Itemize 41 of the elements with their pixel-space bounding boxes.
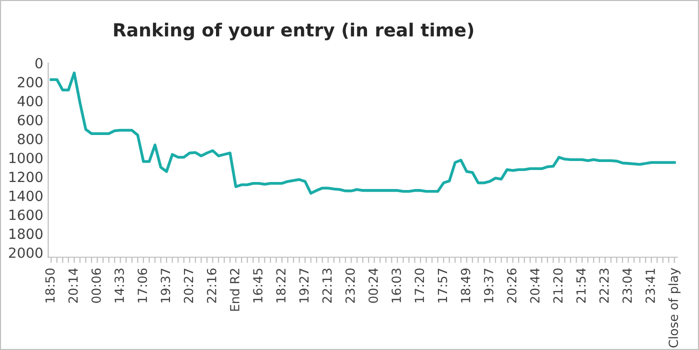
x-tick-label: 20:27 (184, 268, 194, 303)
x-tick-label: 19:27 (299, 268, 309, 302)
x-tick-label: End R2 (230, 268, 240, 311)
chart-title: Ranking of your entry (in real time) (114, 22, 474, 40)
line-series (50, 72, 676, 195)
x-tick-label: 18:49 (460, 268, 470, 302)
y-tick-label: 1600 (10, 210, 42, 220)
y-tick-label: 1200 (10, 172, 42, 182)
x-tick-label: 17:57 (438, 268, 448, 302)
x-tick-label: 19:37 (160, 268, 170, 302)
x-tick-label: 22:23 (599, 268, 609, 303)
x-tick-label: 14:33 (114, 268, 124, 302)
y-tick-label: 800 (18, 134, 42, 144)
y-tick-label: 1000 (10, 152, 42, 164)
y-tick-label: 600 (18, 114, 42, 126)
y-tick-label: 200 (18, 76, 42, 88)
y-tick-label: 400 (18, 96, 42, 106)
y-tick-label: 1800 (10, 228, 42, 240)
x-tick-label: 00:24 (368, 268, 378, 303)
x-tick-label: 23:41 (646, 268, 655, 303)
y-tick-label: 2000 (9, 247, 42, 258)
x-tick-label: 16:45 (253, 268, 263, 302)
x-tick-label: 17:20 (414, 268, 424, 302)
x-tick-label: 17:06 (138, 268, 148, 302)
y-tick-label: 1400 (10, 190, 42, 202)
x-tick-label: 18:22 (276, 268, 286, 302)
y-tick-label: 0 (35, 58, 42, 68)
x-tick-label: 20:44 (530, 268, 540, 303)
x-tick-label: Close of play (668, 268, 680, 348)
x-tick-label: 18:50 (45, 268, 55, 302)
x-tick-label: 23:20 (345, 268, 355, 303)
x-tick-label: 22:13 (322, 268, 332, 303)
x-tick-label: 21:54 (576, 268, 586, 303)
x-tick-label: 00:06 (91, 268, 101, 303)
x-tick-label: 19:37 (484, 268, 494, 302)
x-tick-label: 22:16 (206, 268, 216, 303)
x-tick-label: 20:26 (507, 268, 516, 303)
x-tick-label: 20:14 (68, 268, 78, 303)
x-tick-label: 16:03 (392, 268, 402, 302)
x-tick-label: 23:04 (622, 268, 632, 303)
x-tick-label: 21:20 (553, 268, 563, 303)
